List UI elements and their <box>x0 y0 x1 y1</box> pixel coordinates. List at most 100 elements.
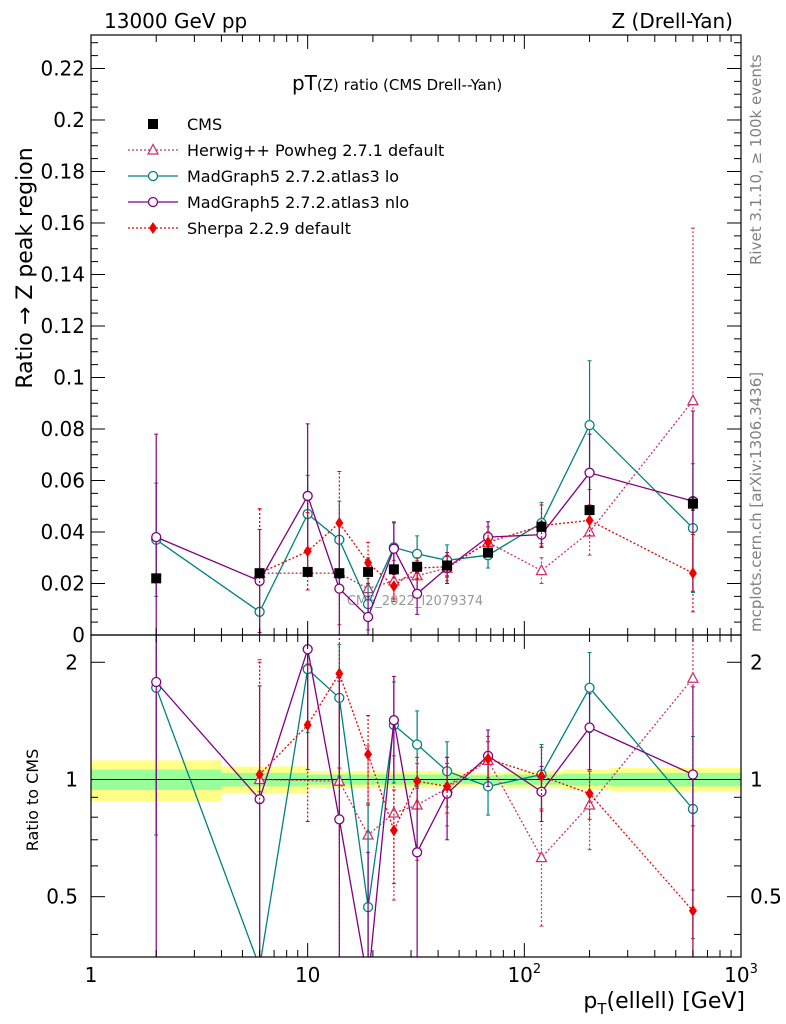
watermark-label: CMS_2022_I2079374 <box>347 594 483 609</box>
main-point-sherpa <box>303 545 312 558</box>
main-series-cms <box>151 496 698 584</box>
xlabel-main: p <box>583 989 597 1014</box>
main-point-sherpa <box>364 556 373 569</box>
main-point-cms <box>687 498 698 509</box>
main-point-herwig <box>686 393 700 406</box>
ratio-point-mg_nlo <box>411 847 423 858</box>
main-point-sherpa <box>335 516 344 529</box>
x-tick-label: 102 <box>507 962 541 987</box>
ratio-series-herwig <box>253 635 700 957</box>
process-label: Z (Drell-Yan) <box>611 9 733 33</box>
main-point-cms <box>334 568 345 579</box>
main-point-cms <box>254 568 265 579</box>
y-tick-label: 0.18 <box>40 159 85 183</box>
ratio-point-mg_nlo <box>388 715 400 726</box>
legend-marker <box>147 170 159 182</box>
ratio-y-axis-label: Ratio to CMS <box>23 749 42 851</box>
energy-label: 13000 GeV pp <box>104 9 247 33</box>
ratio-tick-label-right: 1 <box>750 767 763 791</box>
ratio-line-mg_lo <box>155 667 694 957</box>
ratio-point-sherpa <box>303 719 312 732</box>
main-point-mg_nlo <box>151 531 162 543</box>
main-series-herwig <box>253 227 700 635</box>
ratio-series-sherpa <box>255 635 697 957</box>
main-series-mg_nlo <box>151 410 699 635</box>
y-tick-label: 0.1 <box>53 365 85 389</box>
main-point-mg_lo <box>411 548 423 560</box>
legend-label: CMS <box>187 115 222 134</box>
ratio-point-mg_lo <box>584 682 595 693</box>
main-point-cms <box>302 566 313 577</box>
ratio-panel-frame <box>90 634 742 958</box>
ratio-point-herwig <box>535 850 548 863</box>
ratio-point-sherpa <box>484 752 493 765</box>
ratio-point-mg_nlo <box>584 722 595 733</box>
legend-entry-mg_nlo: MadGraph5 2.7.2.atlas3 nlo <box>128 193 409 212</box>
title-main: pT <box>292 71 318 95</box>
main-point-sherpa <box>688 567 697 580</box>
legend-marker <box>149 222 157 234</box>
ratio-point-sherpa <box>413 775 422 788</box>
mcplots-label: mcplots.cern.ch [arXiv:1306.3436] <box>747 372 765 632</box>
main-line-mg_nlo <box>155 472 694 619</box>
ratio-point-sherpa <box>537 770 546 783</box>
y-tick-label: 0.06 <box>40 468 85 492</box>
main-point-mg_nlo <box>388 543 400 554</box>
ratio-point-sherpa <box>443 780 452 793</box>
main-point-cms <box>584 505 595 516</box>
ratio-line-sherpa <box>259 672 694 912</box>
chart-title: pT(Z) ratio (CMS Drell--Yan) <box>292 71 502 95</box>
legend: CMS Herwig++ Powheg 2.7.1 default MadGraph… <box>128 115 444 238</box>
ratio-tick-label-right: 2 <box>750 650 763 674</box>
ratio-point-sherpa <box>389 824 398 837</box>
main-point-mg_nlo <box>362 611 374 623</box>
main-series-sherpa <box>255 470 697 635</box>
ratio-tick-label-right: 0.5 <box>750 885 782 909</box>
xlabel-sub: T <box>596 1000 607 1018</box>
legend-marker <box>147 196 159 208</box>
ratio-tick-label-left: 2 <box>65 650 78 674</box>
legend-marker <box>146 143 160 155</box>
y-tick-label: 0.02 <box>40 571 85 595</box>
main-point-cms <box>388 564 399 575</box>
legend-entry-cms: CMS <box>148 115 222 134</box>
xlabel-rest: (ellell) [GeV] <box>607 989 745 1014</box>
ratio-point-mg_nlo <box>687 769 699 780</box>
x-axis-label: pT(ellell) [GeV] <box>583 989 745 1018</box>
ratio-series-mg_nlo <box>151 635 699 988</box>
legend-label: Herwig++ Powheg 2.7.1 default <box>187 141 444 160</box>
ratio-point-mg_lo <box>255 962 264 971</box>
y-tick-label: 0.2 <box>53 108 85 132</box>
main-point-cms <box>442 560 453 571</box>
legend-label: MadGraph5 2.7.2.atlas3 lo <box>187 167 399 186</box>
main-point-cms <box>412 561 423 572</box>
ratio-line-mg_nlo <box>155 649 694 957</box>
y-tick-label: 0.16 <box>40 211 85 235</box>
y-tick-label: 0.14 <box>40 262 85 286</box>
y-axis-label: Ratio → Z peak region <box>13 147 38 388</box>
y-tick-label: 0 <box>72 623 85 647</box>
ratio-series-mg_lo <box>151 635 699 971</box>
x-tick-label: 10 <box>295 963 320 987</box>
main-point-mg_nlo <box>584 467 595 478</box>
ratio-line-herwig <box>259 677 694 859</box>
ratio-point-herwig <box>387 806 400 818</box>
legend-label: Sherpa 2.2.9 default <box>187 219 351 238</box>
y-tick-label: 0.08 <box>40 417 85 441</box>
x-tick-label: 1 <box>85 963 98 987</box>
x-tick-label: 103 <box>724 962 758 987</box>
y-tick-label: 0.04 <box>40 520 85 544</box>
ratio-point-sherpa <box>335 667 344 680</box>
ratio-panel-series <box>151 635 700 988</box>
ratio-point-mg_nlo <box>364 979 373 988</box>
main-point-herwig <box>535 563 548 576</box>
ratio-point-mg_nlo <box>334 814 345 825</box>
main-point-mg_lo <box>584 419 595 431</box>
y-tick-label: 0.22 <box>40 56 85 80</box>
main-point-cms <box>363 566 374 577</box>
rivet-label: Rivet 3.1.10, ≥ 100k events <box>747 54 765 265</box>
main-point-mg_nlo <box>334 583 345 594</box>
ratio-tick-label-left: 0.5 <box>46 885 78 909</box>
legend-marker <box>148 119 158 129</box>
ratio-point-herwig <box>686 671 700 683</box>
